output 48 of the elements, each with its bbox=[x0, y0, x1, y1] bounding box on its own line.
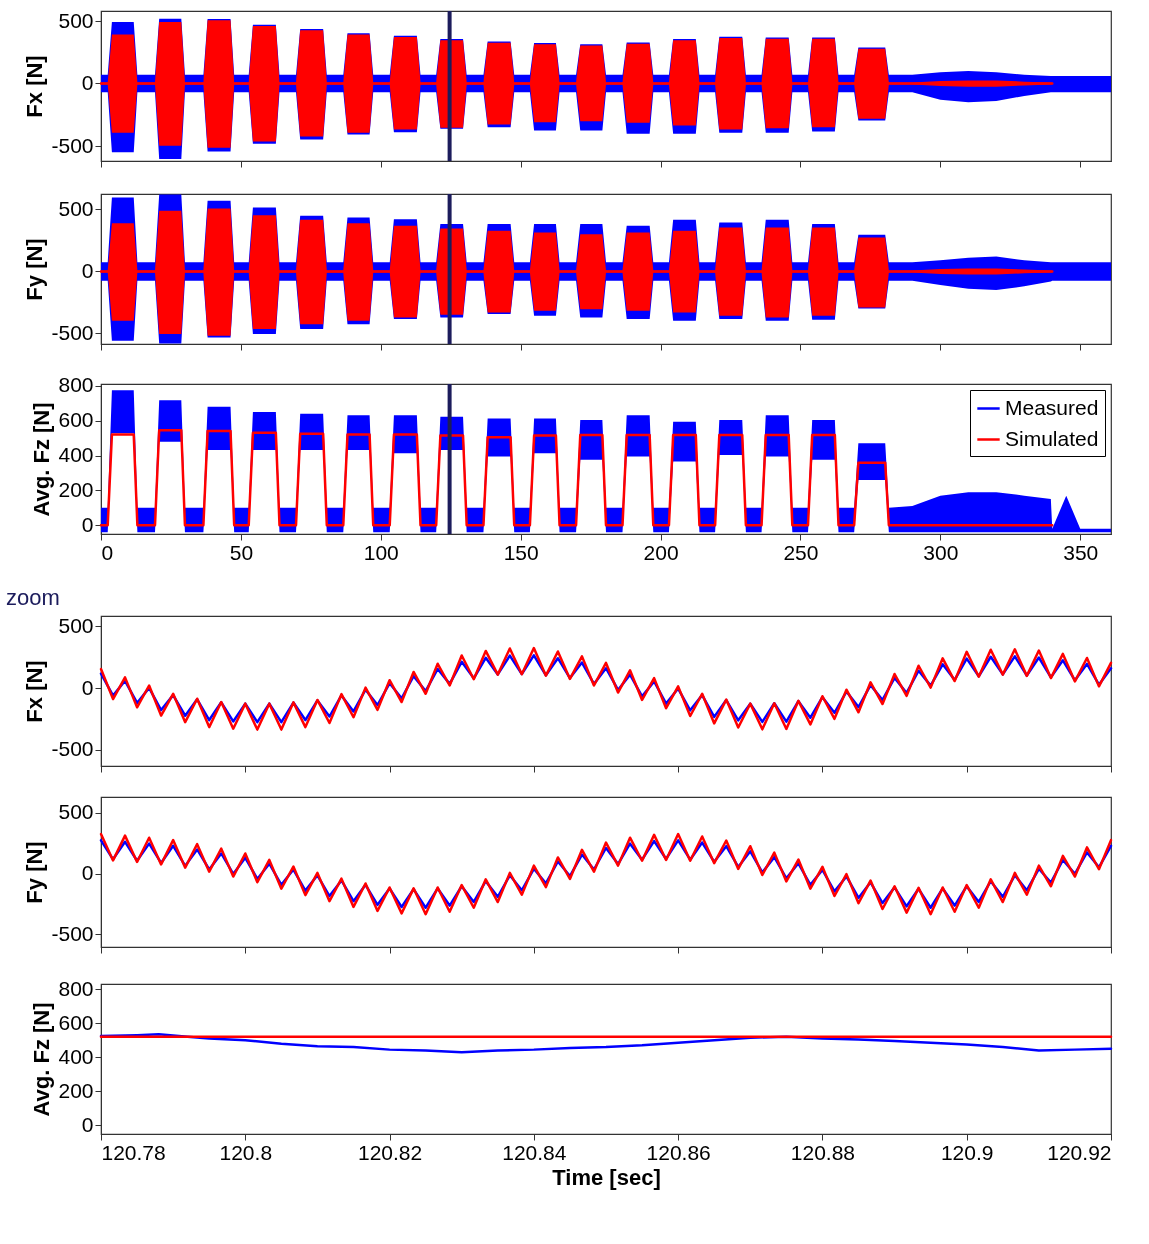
x-tick-label: 0 bbox=[101, 540, 114, 564]
y-axis-title: Fx [N] bbox=[22, 660, 48, 723]
y-tick-label: 600 bbox=[58, 408, 94, 432]
x-tick-label: 120.84 bbox=[502, 1140, 567, 1164]
x-tick-label: 350 bbox=[1063, 540, 1099, 564]
y-tick-label: 0 bbox=[81, 258, 94, 282]
y-tick-label: -500 bbox=[51, 320, 94, 344]
y-tick-label: 500 bbox=[58, 8, 94, 32]
y-tick-label: 400 bbox=[58, 443, 94, 467]
y-tick-label: 500 bbox=[58, 800, 94, 824]
y-tick-label: -500 bbox=[51, 737, 94, 761]
y-tick-label: 0 bbox=[81, 861, 94, 885]
x-tick-label: 250 bbox=[783, 540, 819, 564]
legend-label: Measured bbox=[1005, 395, 1099, 419]
x-tick-label: 120.92 bbox=[1047, 1140, 1112, 1164]
y-tick-label: 400 bbox=[58, 1044, 94, 1068]
y-tick-label: 0 bbox=[81, 675, 94, 699]
y-tick-label: -500 bbox=[51, 133, 94, 157]
y-axis-title: Fy [N] bbox=[22, 841, 48, 904]
legend-label: Simulated bbox=[1005, 426, 1099, 450]
x-tick-label: 200 bbox=[643, 540, 679, 564]
y-tick-label: 0 bbox=[81, 1112, 94, 1136]
y-tick-label: -500 bbox=[51, 921, 94, 945]
x-tick-label: 100 bbox=[363, 540, 399, 564]
y-tick-label: 500 bbox=[58, 613, 94, 637]
x-tick-label: 120.78 bbox=[101, 1140, 166, 1164]
y-tick-label: 800 bbox=[58, 373, 94, 397]
x-tick-label: 150 bbox=[503, 540, 539, 564]
x-tick-label: 120.82 bbox=[357, 1140, 423, 1164]
y-axis-title: Avg. Fz [N] bbox=[29, 1002, 55, 1117]
x-tick-label: 50 bbox=[229, 540, 254, 564]
y-axis-title: Fx [N] bbox=[22, 55, 48, 118]
x-tick-label: 120.8 bbox=[219, 1140, 273, 1164]
y-tick-label: 200 bbox=[58, 1078, 94, 1102]
y-tick-label: 0 bbox=[81, 512, 94, 536]
x-tick-label: 300 bbox=[923, 540, 959, 564]
y-tick-label: 200 bbox=[58, 477, 94, 501]
y-tick-label: 800 bbox=[58, 976, 94, 1000]
text: zoom bbox=[6, 585, 60, 610]
y-axis-title: Fy [N] bbox=[22, 238, 48, 301]
y-axis-title: Avg. Fz [N] bbox=[29, 402, 55, 517]
y-tick-label: 600 bbox=[58, 1010, 94, 1034]
x-tick-label: 120.88 bbox=[790, 1140, 856, 1164]
x-tick-label: 120.9 bbox=[940, 1140, 994, 1164]
x-axis-title: Time [sec] bbox=[552, 1164, 661, 1190]
y-tick-label: 0 bbox=[81, 71, 94, 94]
x-tick-label: 120.86 bbox=[646, 1140, 711, 1164]
y-tick-label: 500 bbox=[58, 197, 94, 220]
